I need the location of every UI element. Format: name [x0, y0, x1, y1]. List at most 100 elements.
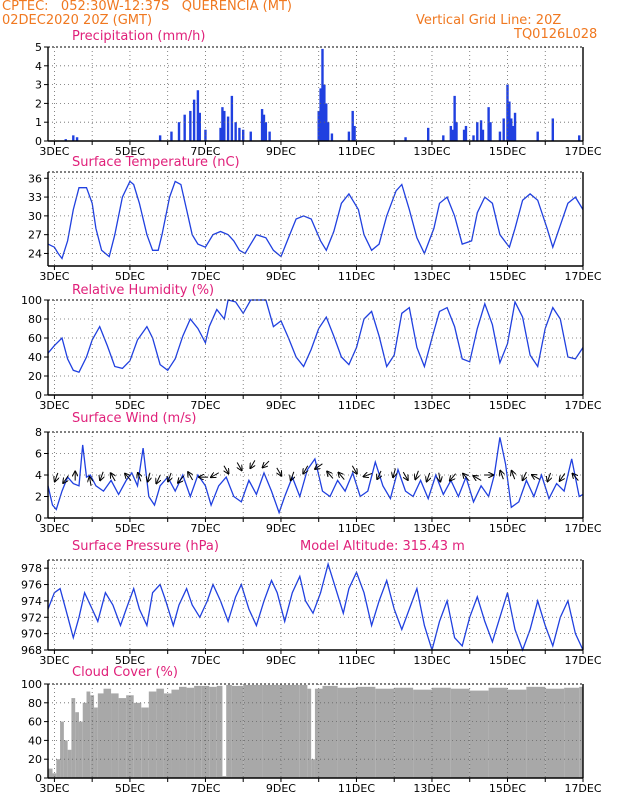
precip-bar: [476, 122, 479, 141]
x-tick-label: 5DEC: [115, 270, 145, 283]
y-tick-label: 0: [35, 772, 42, 785]
cloud-bar: [413, 689, 432, 778]
precip-bar: [578, 135, 581, 141]
cloud-bar: [163, 693, 172, 778]
precip-bar: [511, 125, 515, 141]
y-tick-label: 6: [35, 448, 42, 461]
header-line1-left: CPTEC: 052:30W-12:37S QUERENCIA (MT): [2, 0, 292, 14]
precip-bar: [230, 95, 234, 141]
cloud-bar: [431, 687, 451, 778]
wind-arrow: [463, 474, 470, 481]
precip-bar: [317, 110, 320, 141]
wind-arrow: [250, 460, 255, 468]
cloud-bar: [48, 768, 53, 778]
precip-bar: [221, 107, 224, 141]
panel-1: Surface Temperature (nC) 24 27 30 33 36 3DEC 5D…: [28, 155, 602, 283]
panel-annotation: Model Altitude: 315.43 m: [300, 539, 465, 554]
x-tick-label: 5DEC: [115, 145, 145, 158]
precip-bar: [508, 101, 511, 141]
wind-arrow: [512, 471, 515, 480]
panel-title: Surface Pressure (hPa): [72, 539, 219, 554]
precip-bar: [451, 129, 454, 141]
cloud-bar: [75, 712, 79, 778]
cloud-bar: [171, 689, 180, 778]
y-tick-label: 974: [21, 595, 42, 608]
precip-bar: [325, 103, 328, 141]
precip-bar: [223, 110, 226, 141]
cloud-bar: [141, 707, 149, 778]
x-tick-label: 11DEC: [338, 399, 375, 412]
cloud-bar: [469, 690, 489, 778]
precip-bar: [464, 125, 468, 141]
wind-arrow: [439, 472, 441, 482]
y-tick-label: 60: [28, 332, 42, 345]
cloud-bar: [243, 684, 263, 778]
precip-bar: [177, 122, 181, 141]
wind-arrow: [303, 465, 308, 474]
wind-arrow: [393, 468, 395, 478]
precip-bar: [64, 139, 67, 141]
cloud-bar: [94, 707, 98, 778]
wind-arrow: [55, 472, 58, 481]
precip-bar: [353, 125, 356, 141]
x-tick-label: 17DEC: [564, 654, 601, 667]
precip-bar: [196, 90, 200, 141]
x-tick-label: 9DEC: [266, 522, 296, 535]
x-tick-label: 11DEC: [338, 782, 375, 795]
wind-arrow: [352, 465, 357, 474]
y-tick-label: 24: [28, 247, 42, 260]
x-tick-label: 5DEC: [115, 399, 145, 412]
precip-bar: [249, 131, 252, 141]
y-tick-label: 30: [28, 210, 42, 223]
wind-arrow: [63, 475, 69, 483]
wind-arrow: [327, 472, 334, 479]
x-tick-label: 15DEC: [489, 145, 526, 158]
x-tick-label: 5DEC: [115, 782, 145, 795]
cloud-bar: [322, 685, 338, 778]
wind-arrow: [178, 475, 185, 483]
x-tick-label: 3DEC: [39, 782, 69, 795]
y-tick-label: 5: [35, 41, 42, 54]
wind-arrow: [560, 473, 566, 480]
wind-arrow: [148, 472, 150, 482]
cloud-bar: [201, 685, 210, 778]
cloud-bar: [156, 688, 164, 778]
precip-bar: [189, 110, 192, 141]
cloud-bar: [222, 776, 227, 778]
precip-bar: [321, 48, 324, 141]
y-tick-label: 978: [21, 562, 42, 575]
wind-arrow: [532, 475, 540, 480]
panel-title: Cloud Cover (%): [72, 665, 178, 680]
x-tick-label: 7DEC: [190, 654, 220, 667]
precip-bar: [347, 131, 351, 141]
series-line: [47, 180, 584, 260]
panel-title: Surface Temperature (nC): [72, 155, 240, 170]
wind-arrow: [237, 462, 242, 471]
wind-arrow: [450, 473, 457, 481]
panel-4: Surface Pressure (hPa) Model Altitude: 31…: [21, 539, 602, 667]
x-tick-label: 17DEC: [564, 145, 601, 158]
cloud-bar: [186, 687, 195, 778]
x-tick-label: 17DEC: [564, 782, 601, 795]
wind-arrow: [377, 470, 381, 479]
y-tick-label: 60: [28, 716, 42, 729]
cloud-bar: [394, 687, 414, 778]
wind-arrow: [125, 474, 132, 481]
precip-bar: [183, 114, 186, 141]
cloud-bar: [231, 685, 244, 778]
precip-bar: [219, 127, 222, 141]
y-tick-label: 33: [28, 191, 42, 204]
y-tick-label: 80: [28, 697, 42, 710]
cloud-bar: [564, 687, 580, 778]
cloud-bar: [86, 691, 91, 778]
x-tick-label: 13DEC: [413, 270, 450, 283]
cloud-bar: [450, 688, 470, 778]
cloud-bar: [148, 691, 157, 778]
panel-2: Relative Humidity (%) 0 20 40 60 80 100 3DEC 5DE…: [21, 283, 602, 412]
precip-bar: [502, 118, 505, 141]
cloud-bar: [67, 749, 72, 778]
wind-arrow: [90, 477, 92, 486]
cloud-bar: [133, 702, 142, 778]
precip-bar: [510, 118, 513, 141]
